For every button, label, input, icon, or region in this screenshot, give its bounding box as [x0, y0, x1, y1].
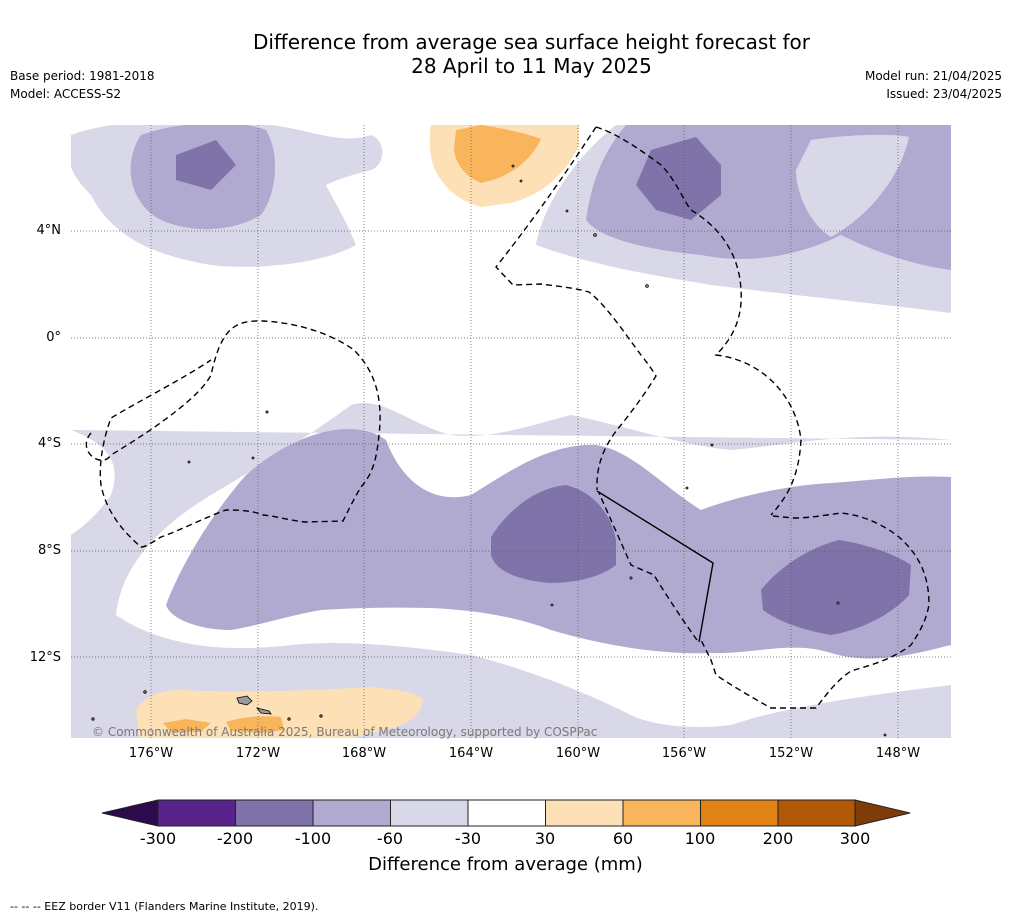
- copyright-notice: © Commonwealth of Australia 2025, Bureau…: [92, 725, 598, 739]
- lat-label: 0°: [46, 330, 61, 345]
- colorbar-segment: [157, 799, 236, 827]
- colorbar-segment: [235, 799, 314, 827]
- title-line-2: 28 April to 11 May 2025: [411, 54, 652, 78]
- colorbar-over-arrow: [854, 799, 911, 827]
- anomaly-region: [491, 485, 616, 583]
- colorbar-tick: -200: [216, 829, 254, 848]
- base-period-text: Base period: 1981-2018: [10, 69, 155, 83]
- colorbar-tick: 30: [534, 829, 556, 848]
- colorbar-tick: -30: [454, 829, 482, 848]
- footer-note: -- -- -- EEZ border V11 (Flanders Marine…: [10, 900, 319, 913]
- colorbar-under-arrow: [101, 799, 159, 827]
- chart-title: Difference from average sea surface heig…: [0, 30, 1011, 78]
- anomaly-region: [176, 140, 236, 190]
- lon-label: 152°W: [768, 746, 814, 761]
- colorbar-tick: 60: [612, 829, 634, 848]
- meta-left: Base period: 1981-2018 Model: ACCESS-S2: [10, 67, 155, 103]
- lat-label: 4°N: [36, 223, 62, 238]
- lon-label: 168°W: [341, 746, 387, 761]
- lon-label: 164°W: [448, 746, 494, 761]
- colorbar-tick: -300: [139, 829, 177, 848]
- lat-label: 8°S: [37, 543, 61, 558]
- model-text: Model: ACCESS-S2: [10, 87, 122, 101]
- anomaly-region: [636, 137, 721, 220]
- colorbar-segment: [545, 799, 624, 827]
- lon-gridlines: [150, 125, 899, 738]
- colorbar-segment: [622, 799, 701, 827]
- colorbar-segment: [312, 799, 391, 827]
- lat-label: 12°S: [29, 650, 61, 665]
- colorbar-tick: 200: [762, 829, 794, 848]
- title-line-1: Difference from average sea surface heig…: [252, 30, 811, 54]
- colorbar-segment: [777, 799, 856, 827]
- colorbar: [101, 799, 911, 827]
- maritime-boundary-line: [596, 490, 714, 643]
- lon-label: 176°W: [128, 746, 174, 761]
- colorbar-tick: 100: [684, 829, 716, 848]
- colorbar-segment: [700, 799, 779, 827]
- lon-label: 160°W: [555, 746, 601, 761]
- anomaly-region: [163, 719, 211, 732]
- colorbar-segments: [157, 799, 856, 827]
- colorbar-label: Difference from average (mm): [368, 854, 643, 875]
- eez-borders: [85, 126, 930, 709]
- islands: [91, 164, 887, 737]
- lon-label: 148°W: [875, 746, 921, 761]
- sea-surface-height-map: [71, 125, 951, 738]
- colorbar-segment: [390, 799, 469, 827]
- colorbar-tick: -100: [294, 829, 332, 848]
- anomaly-region: [71, 402, 951, 738]
- anomaly-region: [454, 125, 541, 183]
- anomaly-region: [226, 716, 284, 733]
- lon-label: 156°W: [661, 746, 707, 761]
- lon-label: 172°W: [235, 746, 281, 761]
- anomaly-region: [761, 540, 911, 635]
- lat-label: 4°S: [37, 436, 61, 451]
- meta-right: Model run: 21/04/2025 Issued: 23/04/2025: [865, 67, 1002, 103]
- colorbar-tick: 300: [839, 829, 871, 848]
- model-run-text: Model run: 21/04/2025: [864, 69, 1002, 83]
- colorbar-tick: -60: [376, 829, 404, 848]
- issued-text: Issued: 23/04/2025: [886, 87, 1002, 101]
- anomaly-region: [796, 134, 909, 237]
- colorbar-segment: [467, 799, 546, 827]
